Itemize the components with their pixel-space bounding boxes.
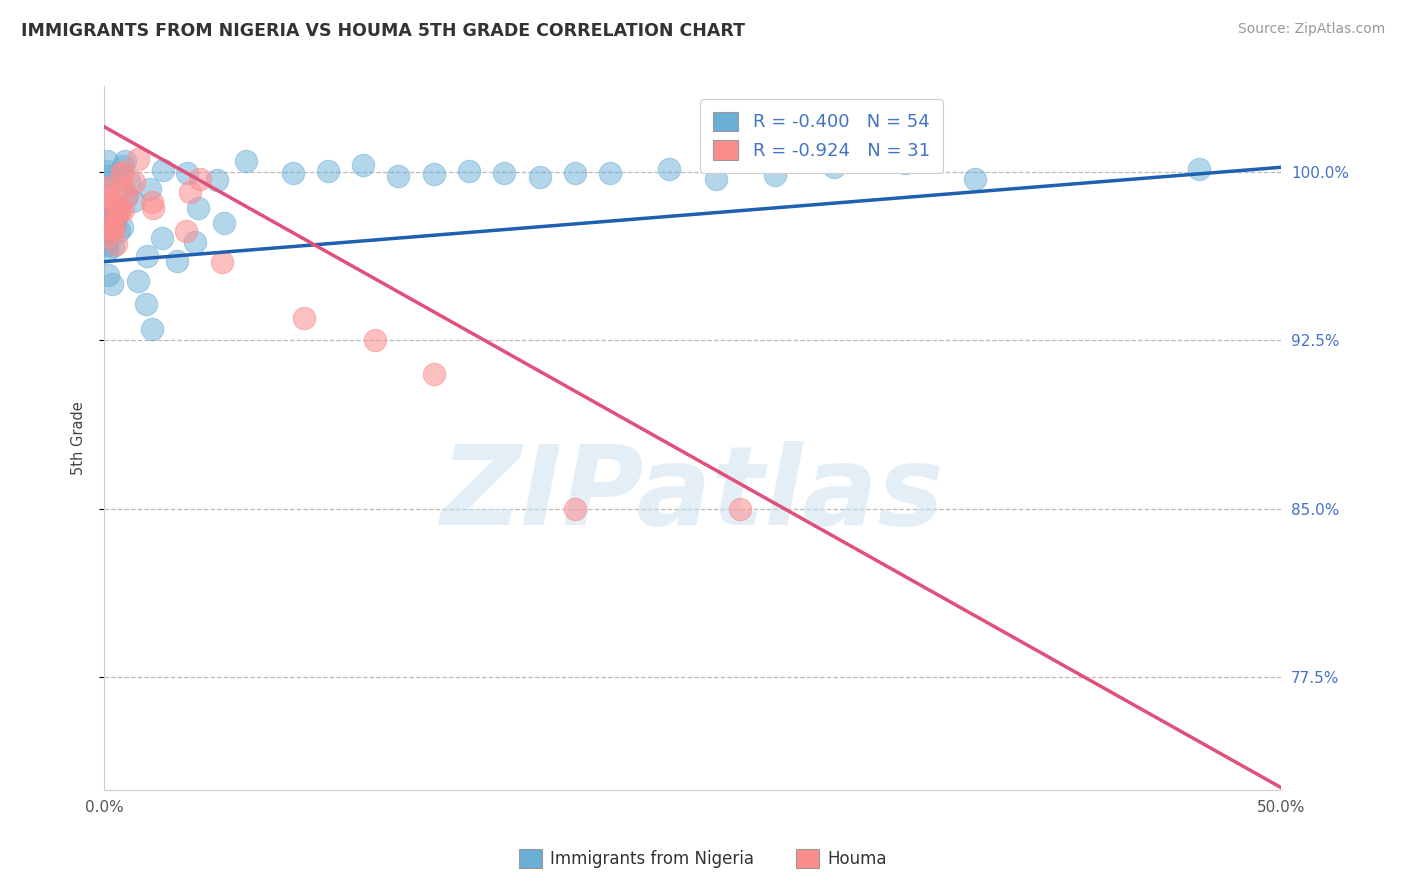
Point (179, 185, 201, 199)
Point (281, 166, 304, 180)
Point (127, 153, 149, 167)
Point (115, 189, 138, 203)
Point (101, 206, 124, 220)
Point (423, 367, 446, 381)
Point (387, 169, 409, 183)
Point (763, 168, 786, 182)
Text: IMMIGRANTS FROM NIGERIA VS HOUMA 5TH GRADE CORRELATION CHART: IMMIGRANTS FROM NIGERIA VS HOUMA 5TH GRA… (21, 22, 745, 40)
Point (97, 268, 120, 282)
Point (105, 236, 128, 251)
Point (141, 195, 163, 210)
Point (108, 204, 131, 219)
Point (96, 198, 118, 212)
Point (105, 201, 128, 215)
Point (152, 162, 174, 177)
Text: Source: ZipAtlas.com: Source: ZipAtlas.com (1237, 22, 1385, 37)
Point (111, 167, 134, 181)
Point (188, 172, 211, 186)
Point (494, 166, 516, 180)
Text: ZIPatlas: ZIPatlas (441, 441, 945, 548)
Point (107, 205, 129, 219)
Point (184, 235, 207, 249)
Point (103, 223, 125, 237)
Point (114, 153, 136, 168)
Legend: Immigrants from Nigeria, Houma: Immigrants from Nigeria, Houma (512, 843, 894, 875)
Y-axis label: 5th Grade: 5th Grade (72, 401, 86, 475)
Point (211, 254, 233, 268)
Point (135, 297, 157, 311)
Point (174, 224, 197, 238)
Point (423, 168, 446, 182)
Point (187, 201, 209, 215)
Point (100, 212, 122, 227)
Point (965, 171, 987, 186)
Point (176, 166, 198, 180)
Point (97, 169, 120, 183)
Point (96, 228, 118, 243)
Point (141, 322, 163, 336)
Point (96, 238, 118, 252)
Point (111, 182, 134, 196)
Point (352, 158, 374, 172)
Point (564, 166, 586, 180)
Point (100, 220, 122, 235)
Point (599, 166, 621, 180)
Point (728, 502, 751, 516)
Point (292, 310, 315, 325)
Point (98, 194, 121, 208)
Point (529, 170, 551, 185)
Point (316, 164, 339, 178)
Point (127, 274, 149, 288)
Point (98, 225, 121, 239)
Point (96, 184, 118, 198)
Point (122, 194, 145, 209)
Point (166, 254, 188, 268)
Point (150, 230, 173, 244)
Point (823, 160, 845, 174)
Point (704, 172, 727, 186)
Point (139, 181, 162, 195)
Point (112, 203, 135, 218)
Point (1188, 161, 1211, 176)
Point (658, 162, 681, 177)
Point (205, 173, 228, 187)
Point (115, 188, 138, 202)
Point (101, 201, 124, 215)
Point (96, 225, 118, 239)
Point (111, 220, 134, 235)
Point (103, 219, 125, 234)
Point (112, 159, 135, 173)
Point (136, 249, 159, 263)
Point (364, 334, 387, 348)
Point (96, 221, 118, 235)
Point (235, 153, 257, 168)
Point (98, 175, 121, 189)
Point (893, 156, 915, 170)
Legend: R = -0.400   N = 54, R = -0.924   N = 31: R = -0.400 N = 54, R = -0.924 N = 31 (700, 99, 942, 173)
Point (122, 175, 145, 189)
Point (101, 277, 124, 292)
Point (117, 174, 139, 188)
Point (107, 224, 129, 238)
Point (96, 163, 118, 178)
Point (96, 153, 118, 168)
Point (212, 216, 235, 230)
Point (103, 217, 125, 231)
Point (96, 244, 118, 259)
Point (104, 210, 127, 224)
Point (564, 502, 586, 516)
Point (142, 202, 165, 216)
Point (101, 238, 124, 252)
Point (96, 179, 118, 194)
Point (111, 164, 134, 178)
Point (458, 164, 481, 178)
